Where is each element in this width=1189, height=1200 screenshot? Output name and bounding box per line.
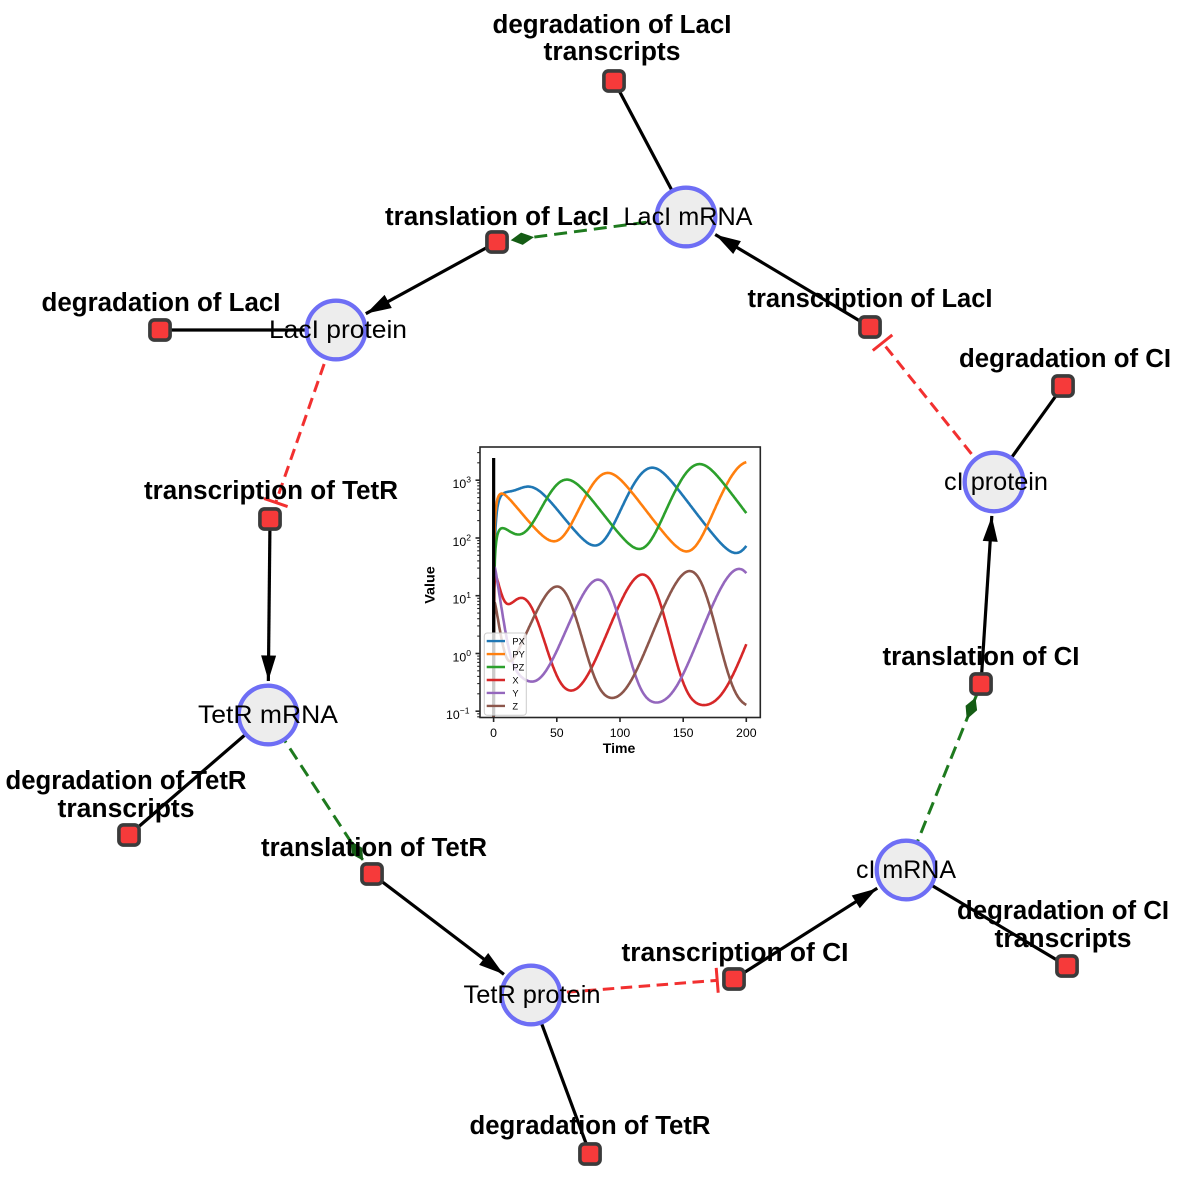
svg-text:10−1: 10−1 [446, 706, 470, 723]
svg-text:PX: PX [512, 637, 524, 647]
svg-text:Value: Value [423, 566, 438, 604]
svg-text:102: 102 [453, 532, 472, 549]
svg-text:degradation of TetR: degradation of TetR [470, 1112, 711, 1140]
svg-text:translation of CI: translation of CI [883, 643, 1080, 671]
svg-text:cI protein: cI protein [944, 468, 1048, 496]
svg-text:150: 150 [673, 726, 694, 740]
svg-text:degradation of CI: degradation of CI [959, 345, 1171, 373]
svg-text:103: 103 [453, 475, 472, 492]
svg-text:200: 200 [736, 726, 757, 740]
svg-text:0: 0 [490, 726, 497, 740]
svg-text:LacI mRNA: LacI mRNA [624, 203, 753, 231]
svg-text:transcripts: transcripts [544, 38, 681, 66]
svg-text:degradation of CI: degradation of CI [957, 897, 1169, 925]
svg-text:100: 100 [453, 648, 472, 665]
svg-text:LacI protein: LacI protein [269, 316, 407, 344]
svg-text:100: 100 [610, 726, 631, 740]
svg-text:transcription of CI: transcription of CI [622, 939, 849, 967]
svg-text:transcripts: transcripts [995, 925, 1132, 953]
svg-text:translation of TetR: translation of TetR [261, 834, 487, 862]
svg-text:degradation of TetR: degradation of TetR [6, 767, 247, 795]
svg-text:transcripts: transcripts [58, 795, 195, 823]
svg-text:TetR protein: TetR protein [464, 981, 601, 1009]
svg-text:cI mRNA: cI mRNA [856, 856, 956, 884]
svg-text:PZ: PZ [512, 662, 524, 672]
svg-text:Z: Z [512, 701, 518, 711]
svg-text:Time: Time [603, 741, 636, 756]
svg-text:translation of LacI: translation of LacI [385, 203, 609, 231]
svg-text:50: 50 [550, 726, 564, 740]
svg-text:TetR mRNA: TetR mRNA [198, 701, 338, 729]
svg-text:X: X [512, 675, 518, 685]
svg-text:Y: Y [512, 688, 518, 698]
svg-text:transcription of LacI: transcription of LacI [748, 285, 993, 313]
svg-text:degradation of LacI: degradation of LacI [42, 289, 281, 317]
svg-text:degradation of LacI: degradation of LacI [493, 11, 732, 39]
svg-text:101: 101 [453, 590, 472, 607]
svg-text:PY: PY [512, 650, 524, 660]
svg-text:transcription of TetR: transcription of TetR [144, 477, 398, 505]
